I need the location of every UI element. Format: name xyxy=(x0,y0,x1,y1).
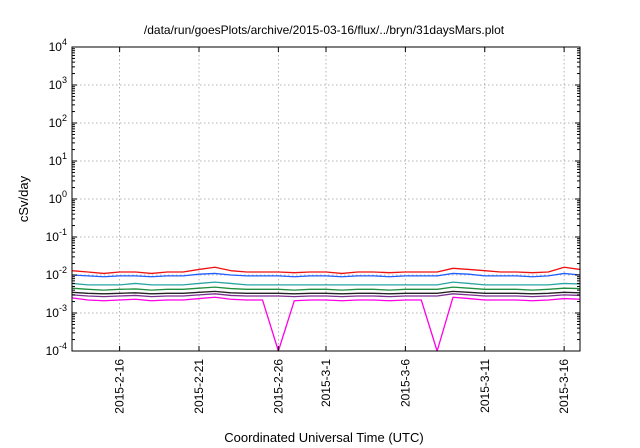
x-tick-label: 2015-3-1 xyxy=(319,359,333,407)
x-tick-label: 2015-3-6 xyxy=(398,359,412,407)
x-axis-label: Coordinated Universal Time (UTC) xyxy=(224,430,423,445)
y-tick-label: 10-3 xyxy=(46,303,67,320)
x-tick-label: 2015-2-26 xyxy=(271,359,285,414)
x-tick-label: 2015-2-21 xyxy=(192,359,206,414)
series-line-7 xyxy=(71,296,581,352)
y-tick-label: 10-1 xyxy=(46,227,67,244)
chart-title: /data/run/goesPlots/archive/2015-03-16/f… xyxy=(144,23,505,37)
y-axis-label: cSv/day xyxy=(16,175,31,222)
y-tick-label: 100 xyxy=(49,189,67,206)
series-line-1 xyxy=(71,266,581,275)
x-tick-label: 2015-3-16 xyxy=(557,359,571,414)
series-layer xyxy=(71,266,581,352)
series-line-2 xyxy=(71,272,581,278)
y-tick-label: 10-4 xyxy=(46,341,67,358)
x-tick-label: 2015-3-11 xyxy=(478,359,492,413)
y-tick-label: 102 xyxy=(49,113,67,130)
y-tick-label: 10-2 xyxy=(46,265,67,282)
y-tick-label: 103 xyxy=(49,75,67,92)
series-line-5 xyxy=(71,290,581,295)
plot-area-frame xyxy=(71,46,581,352)
axes: 10-4 10-3 10-2 10-1 100 101 102 103 104 2015-2-16… xyxy=(46,37,580,414)
series-line-3 xyxy=(71,281,581,286)
series-line-4 xyxy=(71,286,581,291)
y-tick-label: 101 xyxy=(49,151,67,168)
y-tick-label: 104 xyxy=(49,37,67,54)
series-line-6 xyxy=(71,293,581,298)
x-tick-label: 2015-2-16 xyxy=(113,359,127,414)
grid-lines xyxy=(72,47,580,351)
